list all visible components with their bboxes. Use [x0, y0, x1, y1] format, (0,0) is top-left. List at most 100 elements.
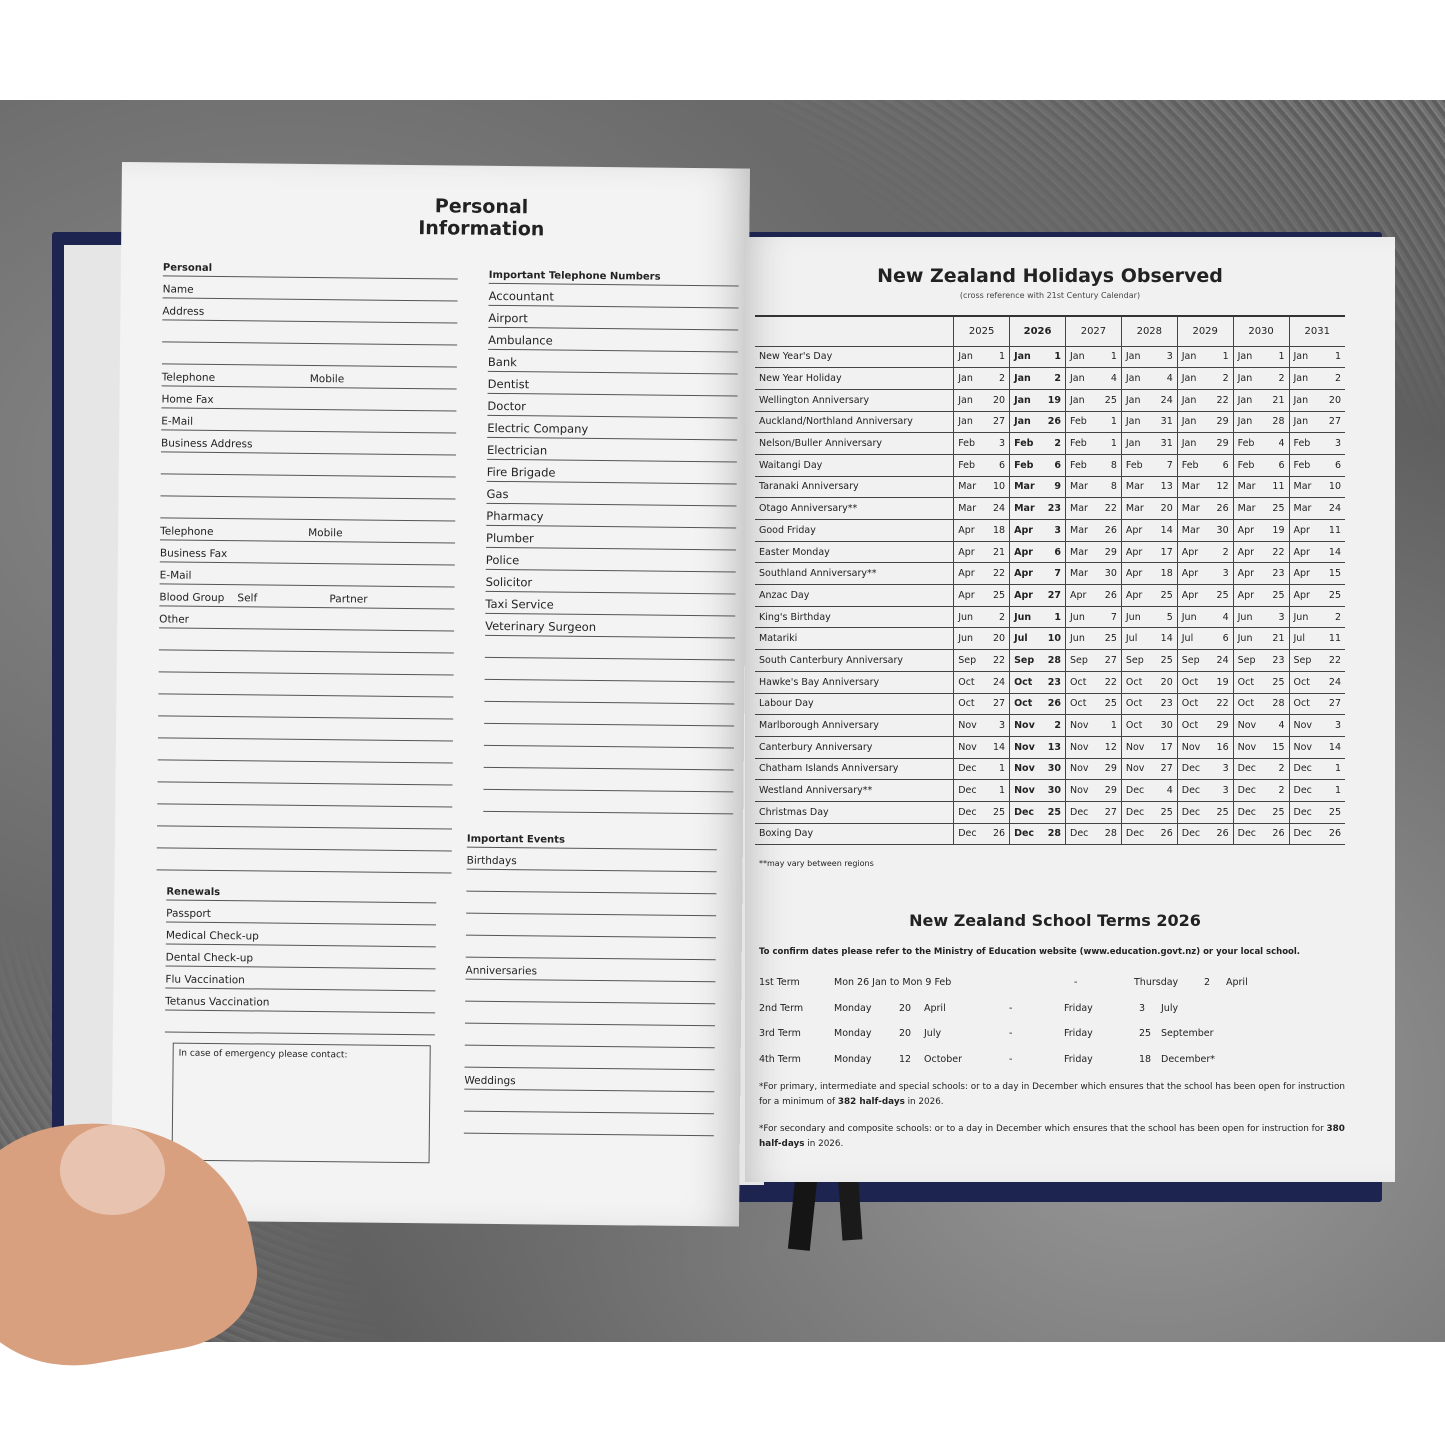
form-row[interactable]: [161, 342, 458, 368]
blank-line[interactable]: [483, 767, 734, 793]
holiday-month: Nov: [953, 714, 988, 737]
blank-line[interactable]: [157, 782, 453, 808]
holiday-month: Dec: [1232, 801, 1268, 824]
secondary-note: *For secondary and composite schools: or…: [759, 1122, 1359, 1152]
anniversaries-row[interactable]: Anniversaries: [465, 957, 716, 983]
form-row[interactable]: Medical Check-up: [165, 922, 437, 948]
blank-line[interactable]: [483, 723, 735, 749]
blank-line[interactable]: [464, 1023, 715, 1049]
form-row[interactable]: E-Mail: [161, 408, 457, 434]
form-row[interactable]: Business Fax: [159, 540, 456, 566]
form-row[interactable]: Accountant: [488, 283, 739, 309]
form-row[interactable]: Bank: [487, 349, 739, 375]
form-row[interactable]: Electrician: [486, 437, 738, 463]
form-row[interactable]: E-Mail: [159, 562, 455, 588]
blank-line[interactable]: [164, 1010, 436, 1036]
blank-line[interactable]: [484, 635, 736, 661]
blank-line[interactable]: [464, 1001, 716, 1027]
blank-line[interactable]: [466, 891, 717, 917]
form-row[interactable]: Tetanus Vaccination: [165, 988, 436, 1014]
holiday-day: 2: [987, 367, 1010, 390]
birthdays-row[interactable]: Birthdays: [466, 847, 717, 873]
holiday-day: 27: [1043, 584, 1066, 607]
holiday-day: 2: [1267, 758, 1289, 781]
holiday-day: 3: [1211, 562, 1234, 586]
form-row[interactable]: Telephone Mobile: [160, 518, 456, 544]
blank-line[interactable]: [463, 1111, 715, 1137]
form-row[interactable]: Police: [485, 547, 736, 573]
form-row[interactable]: Flu Vaccination: [165, 966, 436, 992]
form-row[interactable]: Airport: [488, 305, 739, 331]
form-row[interactable]: [160, 474, 456, 500]
field-label: Electrician: [486, 442, 548, 458]
form-row[interactable]: Address: [162, 298, 458, 324]
blank-line[interactable]: [158, 694, 454, 720]
holiday-month: Dec: [1176, 801, 1212, 824]
blank-line[interactable]: [158, 628, 455, 654]
blank-line[interactable]: [484, 657, 735, 683]
term-cell: Mon 26 Jan to Mon 9 Feb: [834, 977, 952, 988]
holiday-month: Mar: [1232, 476, 1268, 499]
holiday-day: 6: [1043, 541, 1066, 564]
form-row[interactable]: Home Fax: [161, 386, 457, 412]
holiday-row: Nelson/Buller Anniversary Feb 3 Feb 2 Feb 1 Jan…: [755, 432, 1345, 455]
holiday-day: 14: [987, 736, 1010, 759]
blank-line[interactable]: [464, 1045, 715, 1071]
form-row[interactable]: Name: [162, 276, 458, 302]
emergency-contact-box[interactable]: In case of emergency please contact:: [171, 1042, 431, 1164]
form-row[interactable]: [160, 452, 456, 478]
page-title: Personal Information: [418, 195, 545, 241]
form-row[interactable]: Ambulance: [488, 327, 739, 353]
holiday-day: 6: [987, 454, 1010, 477]
form-row[interactable]: Taxi Service: [485, 591, 736, 617]
holiday-day: 2: [1043, 714, 1066, 737]
blank-line[interactable]: [158, 672, 454, 698]
blank-line[interactable]: [465, 935, 716, 961]
form-row[interactable]: Blood Group Self Partner: [159, 584, 455, 610]
blank-line[interactable]: [465, 979, 716, 1005]
holiday-day: 7: [1155, 454, 1178, 477]
blank-line[interactable]: [157, 804, 453, 830]
blank-line[interactable]: [484, 701, 735, 727]
holiday-month: Dec: [953, 801, 988, 824]
form-row[interactable]: Dental Check-up: [165, 944, 436, 970]
blank-line[interactable]: [464, 1089, 715, 1115]
blank-line[interactable]: [158, 650, 454, 676]
form-row[interactable]: Gas: [486, 481, 737, 507]
blank-line[interactable]: [483, 789, 734, 815]
form-row[interactable]: Passport: [166, 900, 437, 926]
form-row[interactable]: Electric Company: [487, 415, 738, 441]
holiday-name: Nelson/Buller Anniversary: [755, 432, 954, 455]
form-row[interactable]: Telephone Mobile: [161, 364, 457, 390]
holiday-day: 29: [1211, 411, 1234, 434]
blank-line[interactable]: [483, 745, 734, 771]
form-row[interactable]: Dentist: [487, 371, 738, 397]
form-row[interactable]: Other: [159, 606, 455, 632]
blank-line[interactable]: [466, 869, 717, 895]
form-row[interactable]: [160, 496, 456, 522]
holiday-month: Dec: [1232, 823, 1268, 846]
blank-line[interactable]: [465, 913, 717, 939]
form-row[interactable]: Pharmacy: [486, 503, 737, 529]
blank-line[interactable]: [484, 679, 735, 705]
form-row[interactable]: Doctor: [487, 393, 738, 419]
form-row[interactable]: Plumber: [485, 525, 737, 551]
form-row[interactable]: Solicitor: [485, 569, 736, 595]
blank-line[interactable]: [157, 738, 453, 764]
form-row[interactable]: Veterinary Surgeon: [485, 613, 736, 639]
blank-line[interactable]: [156, 826, 453, 852]
holiday-month: Jun: [1288, 606, 1323, 629]
weddings-row[interactable]: Weddings: [464, 1067, 715, 1093]
holiday-month: Apr: [1009, 562, 1044, 586]
personal-information-page[interactable]: Personal Information Personal Name Addres…: [110, 162, 750, 1227]
field-label: Dentist: [487, 376, 530, 392]
form-row[interactable]: Business Address: [160, 430, 457, 456]
holiday-month: Jan: [1120, 389, 1156, 412]
form-row[interactable]: Fire Brigade: [486, 459, 737, 485]
holiday-row: Labour Day Oct 27 Oct 26 Oct 25 Oct 23 Oct 22 Oct 28…: [755, 693, 1345, 716]
holiday-day: 28: [1267, 693, 1289, 716]
blank-line[interactable]: [157, 716, 454, 742]
blank-line[interactable]: [156, 848, 452, 874]
blank-line[interactable]: [157, 760, 453, 786]
form-row[interactable]: [162, 320, 458, 346]
